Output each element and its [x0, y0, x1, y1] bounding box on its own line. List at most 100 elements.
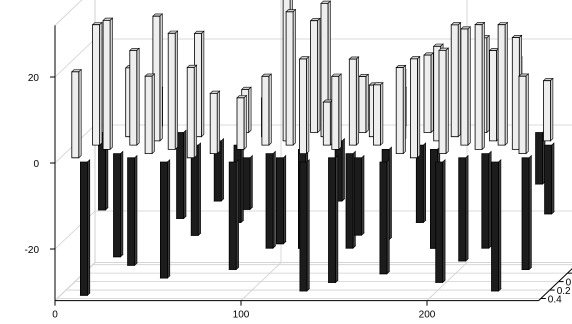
bar-face — [348, 58, 357, 146]
bar-face — [299, 161, 308, 292]
bar-face — [167, 32, 176, 150]
bar-face — [435, 161, 444, 283]
bar — [299, 158, 311, 292]
bar-face — [127, 157, 136, 266]
z-tick-label: 20 — [28, 73, 40, 84]
bar — [457, 154, 469, 262]
bar-face — [535, 132, 543, 185]
bar-face — [236, 97, 245, 150]
bar-face — [228, 161, 237, 270]
bar — [175, 129, 187, 220]
bar-face — [92, 24, 100, 146]
bar-face — [460, 28, 469, 146]
bar-face — [458, 157, 467, 262]
bar-face — [190, 144, 199, 236]
bar — [327, 154, 339, 284]
bar-face — [395, 67, 404, 155]
bar — [275, 154, 287, 245]
bar-face — [511, 37, 520, 150]
bar — [415, 142, 427, 224]
bar — [395, 64, 407, 155]
bar — [497, 21, 509, 146]
bar-face — [354, 157, 363, 236]
bar — [236, 94, 248, 151]
bar — [409, 55, 421, 159]
bar-face — [129, 50, 138, 146]
bar-face — [299, 58, 307, 155]
bar-face — [328, 157, 336, 283]
bar — [261, 73, 273, 146]
bar — [423, 52, 435, 134]
bar — [518, 73, 530, 155]
bar-face — [261, 75, 270, 146]
bar — [438, 47, 450, 155]
bar-face — [489, 50, 497, 142]
bar — [167, 30, 179, 151]
bar — [345, 150, 357, 249]
bar — [490, 158, 502, 292]
bar-layer — [71, 0, 555, 297]
bar-face — [310, 20, 319, 133]
bar-face — [474, 24, 483, 150]
bar-face — [242, 157, 251, 210]
bar — [71, 68, 82, 159]
bar-face — [497, 24, 506, 146]
bar — [331, 73, 342, 151]
z-tick-label: -20 — [25, 245, 40, 256]
x-tick-label: 0 — [52, 310, 58, 321]
bar-face — [450, 24, 459, 138]
bar — [298, 55, 310, 155]
bar — [186, 64, 198, 159]
bar — [102, 17, 114, 151]
bar-face — [285, 11, 294, 146]
bar-face — [322, 101, 331, 146]
bar — [372, 82, 384, 146]
bar — [91, 21, 103, 146]
bar — [144, 73, 156, 155]
bar-face — [358, 76, 367, 133]
bar — [322, 99, 334, 146]
y-tick-label: 0.2 — [557, 286, 571, 297]
bar-face — [113, 153, 121, 258]
bar — [543, 142, 555, 215]
bar — [488, 47, 500, 142]
bar-face — [543, 80, 551, 142]
bar — [129, 47, 140, 146]
z-gridline — [54, 38, 96, 78]
bar — [353, 154, 365, 236]
bar — [79, 158, 91, 297]
x-tick-label: 200 — [419, 310, 436, 321]
bar — [348, 56, 360, 146]
bar — [242, 154, 254, 211]
axis-layer — [50, 25, 572, 306]
z-tick-label: 0 — [33, 159, 39, 170]
bar-face — [331, 75, 340, 150]
bar-face — [544, 144, 552, 215]
bar — [228, 158, 240, 271]
bar-face — [345, 153, 354, 249]
bar-face — [176, 132, 185, 219]
bar — [358, 73, 370, 134]
bar-face — [275, 157, 284, 245]
bar — [542, 77, 554, 142]
bar-face — [102, 19, 111, 150]
bar-face — [491, 161, 499, 292]
bar-face — [71, 71, 80, 159]
bar — [474, 21, 486, 151]
bar-face — [144, 75, 153, 155]
bar-face — [209, 93, 218, 155]
y-tick-label: 0 — [566, 278, 572, 289]
bar — [379, 158, 391, 275]
bar — [460, 26, 472, 146]
y-tick-label: 0.4 — [548, 295, 562, 306]
bar — [434, 158, 446, 284]
bar — [481, 150, 492, 249]
bar-face — [521, 157, 530, 271]
bar-face — [159, 161, 168, 279]
bar — [209, 90, 221, 155]
bar — [126, 154, 138, 267]
x-tick-label: 100 — [233, 310, 250, 321]
